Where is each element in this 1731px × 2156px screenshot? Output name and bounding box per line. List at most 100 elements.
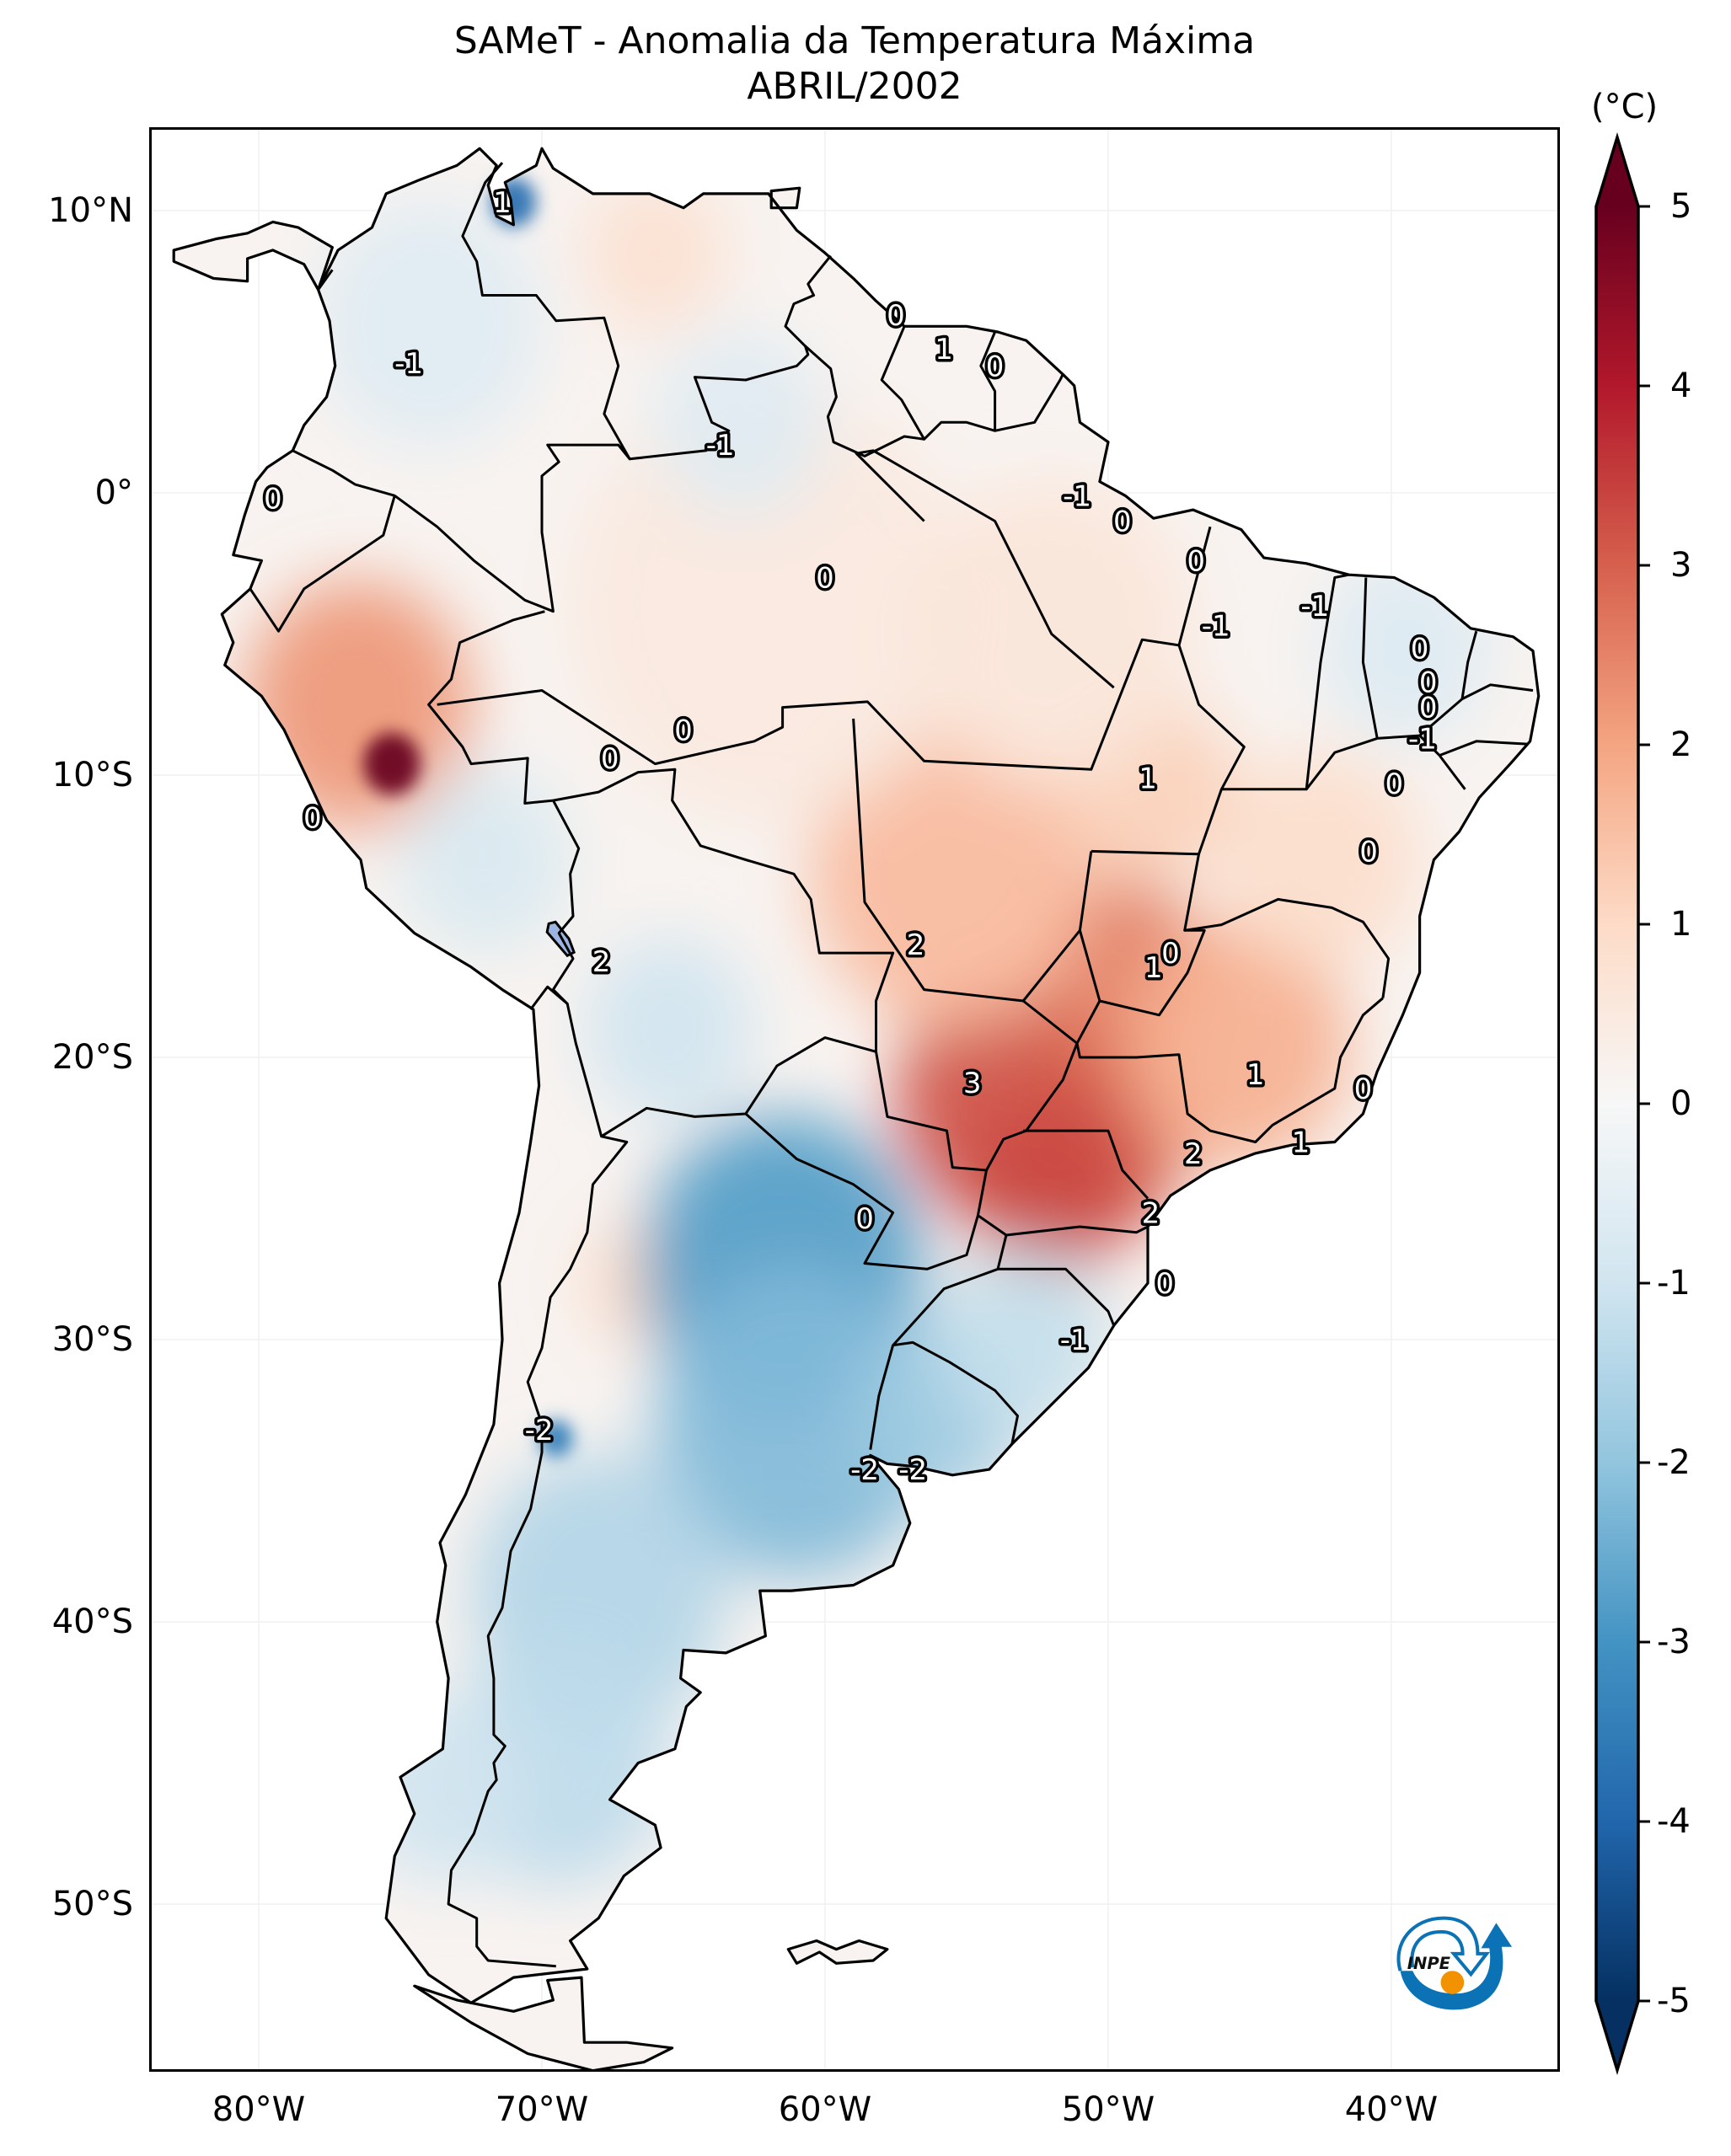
contour-label: 0: [674, 714, 693, 747]
country-border: [979, 331, 1064, 432]
contour-label: 0: [601, 742, 619, 776]
contour-label: 2: [1184, 1137, 1203, 1171]
logo-sun-icon: [1440, 1971, 1465, 1994]
contour-label: 0: [1419, 666, 1438, 699]
lat-tick-label: 0°: [94, 473, 133, 512]
country-border: [852, 718, 1093, 1003]
contour-label: 1: [1139, 762, 1157, 795]
lon-tick-label: 70°W: [495, 2090, 589, 2129]
anomaly-colombia-cool: [315, 199, 542, 448]
country-border: [892, 1214, 1019, 1445]
colorbar-tick-label: 2: [1670, 725, 1692, 764]
country-border: [630, 254, 832, 461]
contour-label: 0: [855, 1202, 874, 1236]
contour-label: 2: [1142, 1196, 1160, 1230]
country-border: [998, 1267, 1116, 1326]
anomaly-rio-grande-sul-cool: [938, 1246, 1108, 1433]
country-border: [1305, 573, 1349, 789]
colorbar-tick-label: -2: [1657, 1443, 1691, 1482]
contour-label: 2: [592, 945, 611, 979]
colorbar-tick-label: -1: [1657, 1264, 1691, 1303]
lat-tick-label: 50°S: [51, 1885, 133, 1923]
country-border: [317, 269, 334, 291]
contour-label: -1: [706, 429, 735, 463]
lat-tick-label: 20°S: [51, 1038, 133, 1077]
coastline: [769, 186, 801, 210]
country-borders: [172, 147, 1541, 2069]
country-border: [804, 345, 924, 457]
country-border: [249, 495, 396, 633]
colorbar-tick-label: 1: [1670, 905, 1692, 944]
logo-swirl-icon: [1396, 1916, 1491, 1977]
logo-arrow-icon: [1400, 1923, 1513, 2010]
contour-label: 3: [963, 1067, 982, 1100]
contour-label: -1: [394, 347, 423, 381]
anomaly-northern-peru-hotspot: [363, 732, 421, 795]
country-border: [1177, 645, 1246, 855]
contour-label: 1: [935, 333, 953, 366]
contour-label: -2: [898, 1453, 927, 1487]
lon-tick-label: 60°W: [778, 2090, 872, 2129]
country-border: [1361, 577, 1379, 739]
lat-tick-label: 30°S: [51, 1320, 133, 1359]
map-panel: 1 -1 -1 0 1 0 0 -1 0 0 0 -1 -1 0 0 0 -1 0 0 1 0 0 0 2 0 1 2 3 1 0 1 2 2 0…: [149, 127, 1560, 2072]
contour-label: -1: [1063, 479, 1091, 513]
colorbar-extend-min: [1596, 2001, 1638, 2070]
anomaly-amazon-warm: [570, 388, 967, 823]
contour-label: 1: [493, 186, 512, 220]
coastline: [786, 1939, 889, 1965]
anomaly-bahia-warm: [1221, 751, 1420, 969]
anomaly-southern-peru-cool: [400, 766, 571, 954]
contour-label: 0: [1419, 692, 1438, 725]
country-border: [869, 1345, 895, 1450]
anomaly-andes-mendoza-cold: [539, 1420, 573, 1458]
country-border: [1005, 1225, 1149, 1237]
colorbar-tick-label: -4: [1657, 1802, 1691, 1841]
colorbar-gradient: [1596, 206, 1638, 2001]
anomaly-minas-gerais-warm: [1122, 918, 1349, 1168]
coastline: [172, 220, 334, 292]
contour-label: -1: [1060, 1324, 1089, 1357]
contour-label: 0: [1155, 1267, 1174, 1301]
colorbar: [1594, 131, 1650, 2076]
country-border: [447, 1003, 629, 1968]
colorbar-extend-max: [1596, 137, 1638, 206]
anomaly-guyana-cool: [655, 329, 825, 516]
colorbar-unit-label: (°C): [1591, 88, 1659, 126]
country-border: [855, 449, 1115, 689]
coastline: [413, 1976, 674, 2069]
logo-text: INPE: [1407, 1954, 1451, 1973]
contour-label: 2: [907, 928, 925, 962]
inpe-logo: INPE: [1396, 1916, 1513, 2010]
country-border: [1439, 740, 1528, 757]
country-border: [744, 1051, 988, 1271]
anomaly-venezuela-warm: [584, 175, 726, 331]
anomaly-field: [174, 148, 1539, 2069]
contour-label: -2: [525, 1414, 554, 1447]
lat-tick-label: 10°S: [51, 756, 133, 794]
contour-label: -1: [1408, 722, 1437, 756]
colorbar-tick-label: -3: [1657, 1623, 1691, 1661]
lat-tick-label: 40°S: [51, 1602, 133, 1641]
contour-label: 0: [887, 299, 905, 333]
contour-label: 0: [1385, 768, 1404, 801]
contour-label: 0: [1113, 506, 1132, 539]
contour-label: 0: [264, 483, 282, 516]
contour-label: 0: [1161, 937, 1180, 971]
colorbar-tick-label: -5: [1657, 1982, 1691, 2020]
contour-label: 0: [1354, 1073, 1373, 1106]
contour-label: 1: [1246, 1058, 1265, 1092]
colorbar-tick-label: 5: [1670, 187, 1692, 226]
country-border: [1091, 849, 1391, 998]
anomaly-bolivia-altiplano-cool: [584, 935, 754, 1123]
country-border: [1078, 928, 1206, 1017]
country-border: [1075, 997, 1384, 1143]
country-border: [1460, 630, 1478, 699]
lon-tick-label: 50°W: [1061, 2090, 1155, 2129]
contour-label: 0: [1411, 632, 1429, 666]
lat-tick-label: 10°N: [48, 191, 133, 230]
contour-label: -1: [1300, 590, 1329, 623]
contour-label: 0: [816, 562, 834, 596]
